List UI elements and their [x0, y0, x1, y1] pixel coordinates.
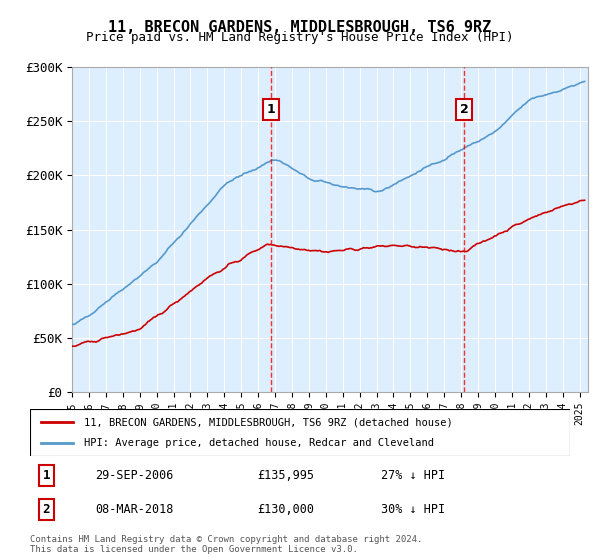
Text: Price paid vs. HM Land Registry's House Price Index (HPI): Price paid vs. HM Land Registry's House … — [86, 31, 514, 44]
Text: HPI: Average price, detached house, Redcar and Cleveland: HPI: Average price, detached house, Redc… — [84, 438, 434, 448]
Text: £135,995: £135,995 — [257, 469, 314, 482]
Text: 1: 1 — [43, 469, 50, 482]
Text: 08-MAR-2018: 08-MAR-2018 — [95, 503, 173, 516]
Text: 29-SEP-2006: 29-SEP-2006 — [95, 469, 173, 482]
Text: 27% ↓ HPI: 27% ↓ HPI — [381, 469, 445, 482]
Text: 1: 1 — [266, 103, 275, 116]
Text: 2: 2 — [43, 503, 50, 516]
Text: 11, BRECON GARDENS, MIDDLESBROUGH, TS6 9RZ (detached house): 11, BRECON GARDENS, MIDDLESBROUGH, TS6 9… — [84, 417, 453, 427]
Text: Contains HM Land Registry data © Crown copyright and database right 2024.
This d: Contains HM Land Registry data © Crown c… — [30, 535, 422, 554]
Text: 11, BRECON GARDENS, MIDDLESBROUGH, TS6 9RZ: 11, BRECON GARDENS, MIDDLESBROUGH, TS6 9… — [109, 20, 491, 35]
FancyBboxPatch shape — [30, 409, 570, 456]
Text: £130,000: £130,000 — [257, 503, 314, 516]
Text: 30% ↓ HPI: 30% ↓ HPI — [381, 503, 445, 516]
Text: 2: 2 — [460, 103, 469, 116]
